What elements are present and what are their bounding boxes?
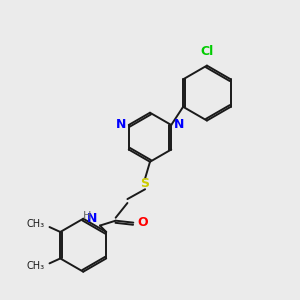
Text: CH₃: CH₃ [26,261,45,271]
Text: H: H [83,211,91,221]
Text: S: S [141,177,150,190]
Text: Cl: Cl [200,45,214,58]
Text: CH₃: CH₃ [26,219,45,229]
Text: N: N [87,212,97,225]
Text: N: N [174,118,184,131]
Text: O: O [137,216,148,229]
Text: N: N [116,118,126,131]
